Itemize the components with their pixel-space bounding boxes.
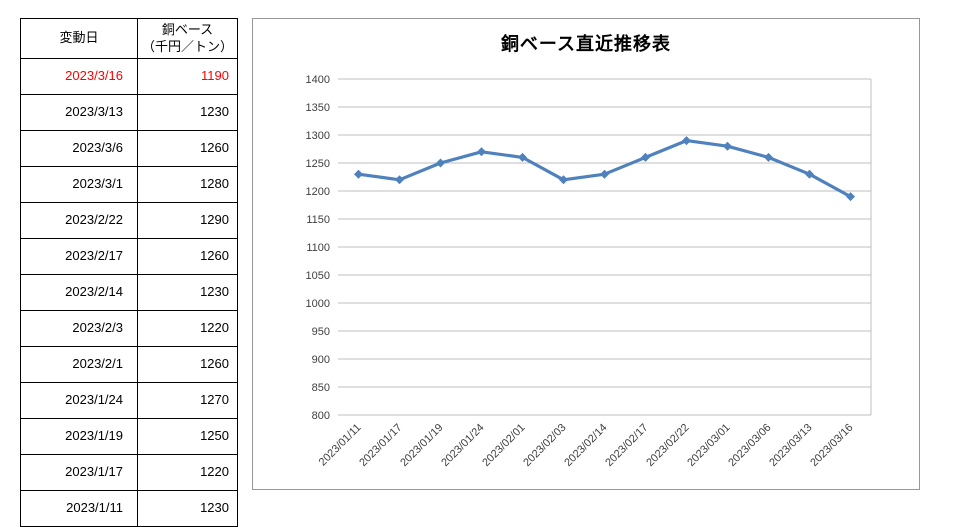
x-tick-label: 2023/01/19 — [398, 422, 445, 469]
col-header-price-line2: （千円／トン） — [141, 38, 233, 54]
price-cell: 1260 — [137, 346, 238, 383]
data-point-marker — [682, 136, 691, 146]
col-header-price: 銅ベース （千円／トン） — [137, 18, 238, 59]
table-row: 2023/3/1 1280 — [20, 166, 238, 203]
data-point-marker — [600, 169, 609, 179]
table-row: 2023/1/11 1230 — [20, 490, 238, 527]
table-row: 2023/1/19 1250 — [20, 418, 238, 455]
table-body: 2023/3/16 1190 2023/3/13 1230 2023/3/6 1260 20… — [20, 58, 238, 527]
table-row: 2023/3/16 1190 — [20, 58, 238, 95]
table-row: 2023/1/17 1220 — [20, 454, 238, 491]
price-cell: 1230 — [137, 274, 238, 311]
date-cell: 2023/1/17 — [20, 454, 138, 491]
table-row: 2023/2/14 1230 — [20, 274, 238, 311]
x-tick-label: 2023/02/03 — [521, 422, 568, 469]
y-tick-label: 1100 — [306, 242, 330, 254]
table-row: 2023/1/24 1270 — [20, 382, 238, 419]
price-cell: 1280 — [137, 166, 238, 203]
date-cell: 2023/2/3 — [20, 310, 138, 347]
date-cell: 2023/1/11 — [20, 490, 138, 527]
x-tick-label: 2023/03/06 — [726, 422, 773, 469]
date-cell: 2023/3/1 — [20, 166, 138, 203]
y-tick-label: 900 — [312, 354, 330, 366]
x-tick-label: 2023/02/01 — [480, 422, 527, 469]
data-point-marker — [723, 141, 732, 151]
date-cell: 2023/2/22 — [20, 202, 138, 239]
data-point-marker — [641, 152, 650, 162]
data-point-marker — [805, 169, 814, 179]
data-point-marker — [354, 169, 363, 179]
y-tick-label: 1000 — [306, 298, 330, 310]
price-cell: 1230 — [137, 490, 238, 527]
col-header-date: 変動日 — [20, 18, 138, 59]
data-line — [358, 138, 852, 199]
price-cell: 1260 — [137, 130, 238, 167]
date-cell: 2023/1/19 — [20, 418, 138, 455]
x-tick-label: 2023/01/11 — [317, 422, 364, 469]
y-tick-label: 800 — [312, 410, 330, 422]
y-tick-label: 1200 — [306, 186, 330, 198]
table-row: 2023/2/3 1220 — [20, 310, 238, 347]
data-point-marker — [764, 152, 773, 162]
date-cell: 2023/3/6 — [20, 130, 138, 167]
data-point-marker — [477, 147, 486, 157]
price-cell: 1250 — [137, 418, 238, 455]
y-tick-label: 1300 — [306, 130, 330, 142]
price-cell: 1190 — [137, 58, 238, 95]
date-cell: 2023/2/17 — [20, 238, 138, 275]
table-row: 2023/2/22 1290 — [20, 202, 238, 239]
table-header-row: 変動日 銅ベース （千円／トン） — [20, 18, 238, 59]
price-cell: 1270 — [137, 382, 238, 419]
x-tick-label: 2023/03/01 — [685, 422, 732, 469]
table-row: 2023/3/6 1260 — [20, 130, 238, 167]
date-cell: 2023/1/24 — [20, 382, 138, 419]
price-cell: 1220 — [137, 454, 238, 491]
y-tick-label: 1050 — [306, 270, 330, 282]
date-cell: 2023/2/1 — [20, 346, 138, 383]
price-cell: 1290 — [137, 202, 238, 239]
price-cell: 1230 — [137, 94, 238, 131]
table-row: 2023/2/17 1260 — [20, 238, 238, 275]
x-tick-label: 2023/02/22 — [644, 422, 691, 469]
data-point-marker — [846, 192, 855, 202]
date-cell: 2023/3/13 — [20, 94, 138, 131]
x-tick-label: 2023/02/14 — [562, 422, 609, 469]
y-tick-label: 1400 — [306, 74, 330, 86]
x-tick-label: 2023/01/24 — [439, 422, 486, 469]
line-chart: 800 850 900 950 1000 1050 1100 1150 1200 1250 1300… — [306, 74, 872, 469]
data-point-marker — [518, 152, 527, 162]
worksheet: { "table": { "header_date": "変動日", "head… — [20, 18, 920, 527]
date-cell: 2023/2/14 — [20, 274, 138, 311]
x-tick-label: 2023/01/17 — [357, 422, 404, 469]
data-point-marker — [559, 175, 568, 185]
data-point-marker — [395, 175, 404, 185]
x-tick-label: 2023/03/13 — [767, 422, 814, 469]
col-header-price-line1: 銅ベース — [161, 22, 214, 38]
table-row: 2023/2/1 1260 — [20, 346, 238, 383]
y-tick-label: 850 — [312, 382, 330, 394]
price-cell: 1260 — [137, 238, 238, 275]
table-row: 2023/3/13 1230 — [20, 94, 238, 131]
x-tick-label: 2023/02/17 — [603, 422, 650, 469]
y-tick-label: 1250 — [306, 158, 330, 170]
y-tick-label: 1350 — [306, 102, 330, 114]
price-cell: 1220 — [137, 310, 238, 347]
price-table: 変動日 銅ベース （千円／トン） 2023/3/16 1190 2023/3/13 1… — [20, 18, 238, 527]
x-tick-label: 2023/03/16 — [808, 422, 855, 469]
y-tick-label: 1150 — [306, 214, 330, 226]
y-tick-label: 950 — [312, 326, 330, 338]
date-cell: 2023/3/16 — [20, 58, 138, 95]
chart-container: 銅ベース直近推移表 800 850 900 950 1000 1050 1100 1150 12… — [252, 18, 920, 490]
data-point-marker — [436, 158, 445, 168]
chart-title: 銅ベース直近推移表 — [500, 34, 672, 54]
